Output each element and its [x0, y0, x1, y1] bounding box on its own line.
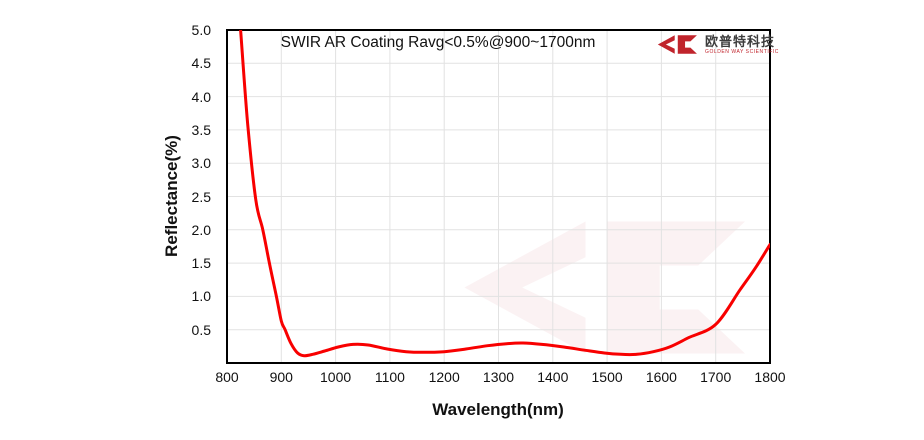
y-tick-label: 4.5 [191, 55, 211, 72]
y-tick-label: 3.5 [191, 121, 211, 138]
y-tick-label: 2.5 [191, 188, 211, 205]
y-tick-label: 1.0 [191, 288, 211, 305]
y-tick-label: 1.5 [191, 255, 211, 272]
y-tick-label: 0.5 [191, 321, 211, 338]
chart-title: SWIR AR Coating Ravg<0.5%@900~1700nm [280, 34, 596, 51]
x-tick-label: 900 [269, 369, 293, 385]
y-tick-label: 3.0 [191, 155, 211, 172]
company-logo: 欧普特科技 GOLDEN WAY SCIENTIFIC [654, 33, 779, 56]
y-tick-label: 5.0 [191, 22, 211, 38]
x-axis-title: Wavelength(nm) [432, 400, 564, 419]
jc-logo-icon [657, 35, 697, 54]
jc-watermark-icon [464, 221, 745, 354]
x-tick-label: 1000 [320, 369, 352, 385]
company-name-cn: 欧普特科技 [705, 33, 776, 49]
x-tick-label: 1500 [591, 369, 623, 385]
x-tick-label: 1700 [700, 369, 732, 385]
x-tick-label: 1200 [428, 369, 460, 385]
x-tick-label: 1600 [645, 369, 677, 385]
company-name-en: GOLDEN WAY SCIENTIFIC [705, 48, 779, 55]
plot-border [226, 29, 771, 364]
x-tick-label: 800 [215, 369, 239, 385]
x-tick-label: 1100 [374, 369, 405, 385]
x-tick-label: 1800 [754, 369, 786, 385]
x-tick-label: 1400 [537, 369, 569, 385]
x-tick-label: 1300 [482, 369, 515, 385]
y-axis-title: Reflectance(%) [162, 135, 181, 257]
reflectance-curve [239, 30, 770, 358]
y-tick-label: 2.0 [191, 221, 211, 238]
y-tick-label: 4.0 [191, 88, 211, 105]
